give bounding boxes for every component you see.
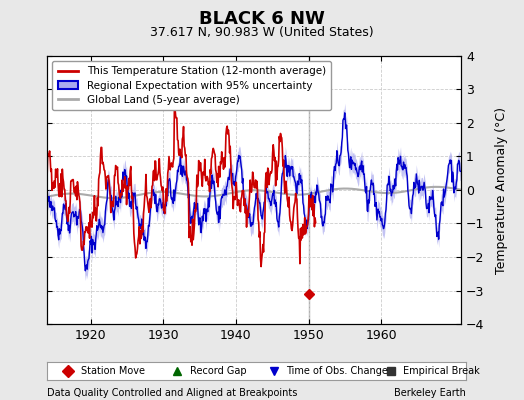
Text: Berkeley Earth: Berkeley Earth (395, 388, 466, 398)
Text: Empirical Break: Empirical Break (403, 366, 480, 376)
Text: Time of Obs. Change: Time of Obs. Change (286, 366, 388, 376)
Text: BLACK 6 NW: BLACK 6 NW (199, 10, 325, 28)
Text: Data Quality Controlled and Aligned at Breakpoints: Data Quality Controlled and Aligned at B… (47, 388, 298, 398)
Legend: This Temperature Station (12-month average), Regional Expectation with 95% uncer: This Temperature Station (12-month avera… (52, 61, 331, 110)
Text: Station Move: Station Move (81, 366, 145, 376)
Text: 37.617 N, 90.983 W (United States): 37.617 N, 90.983 W (United States) (150, 26, 374, 39)
Y-axis label: Temperature Anomaly (°C): Temperature Anomaly (°C) (496, 106, 508, 274)
Text: Record Gap: Record Gap (190, 366, 246, 376)
